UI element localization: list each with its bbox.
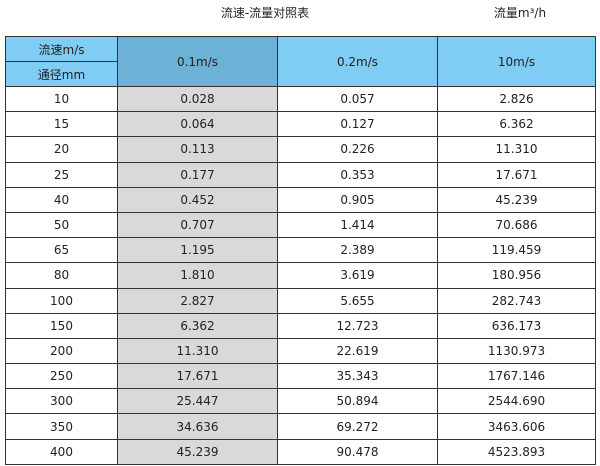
flow-cell: 0.226	[277, 136, 438, 163]
diameter-cell: 40	[5, 186, 118, 213]
flow-cell: 6.362	[437, 111, 596, 138]
column-header-10: 10m/s	[437, 36, 596, 87]
column-header-0.2: 0.2m/s	[277, 36, 438, 87]
unit-label: 流量m³/h	[493, 6, 547, 20]
flow-cell: 34.636	[117, 413, 278, 440]
diameter-cell: 100	[5, 287, 118, 314]
table-row: 300 25.447 50.894 2544.690	[5, 388, 596, 415]
flow-cell: 45.239	[117, 438, 278, 465]
flow-cell: 17.671	[437, 161, 596, 188]
flow-cell: 11.310	[117, 337, 278, 365]
table-row: 40 0.452 0.905 45.239	[5, 186, 596, 213]
table-row: 150 6.362 12.723 636.173	[5, 312, 596, 339]
flow-cell: 1767.146	[437, 363, 596, 390]
flow-cell: 0.057	[277, 85, 438, 113]
diameter-cell: 25	[5, 161, 118, 188]
flow-cell: 2.389	[277, 237, 438, 264]
table-row: 200 11.310 22.619 1130.973	[5, 337, 596, 365]
table-row: 100 2.827 5.655 282.743	[5, 287, 596, 314]
flow-cell: 1.414	[277, 211, 438, 239]
diameter-cell: 200	[5, 337, 118, 365]
flow-cell: 50.894	[277, 388, 438, 415]
flow-cell: 3.619	[277, 262, 438, 289]
flow-cell: 636.173	[437, 312, 596, 339]
diameter-cell: 50	[5, 211, 118, 239]
table-body: 10 0.028 0.057 2.826 15 0.064 0.127 6.362 20 0.11…	[5, 85, 596, 465]
table-row: 65 1.195 2.389 119.459	[5, 237, 596, 264]
diameter-cell: 20	[5, 136, 118, 163]
table-row: 25 0.177 0.353 17.671	[5, 161, 596, 188]
diameter-cell: 300	[5, 388, 118, 415]
flow-cell: 1130.973	[437, 337, 596, 365]
diameter-cell: 350	[5, 413, 118, 440]
flow-cell: 1.195	[117, 237, 278, 264]
flow-cell: 0.452	[117, 186, 278, 213]
flow-cell: 2.827	[117, 287, 278, 314]
diameter-cell: 150	[5, 312, 118, 339]
diameter-header: 通径mm	[5, 61, 118, 87]
flow-cell: 2544.690	[437, 388, 596, 415]
flow-cell: 3463.606	[437, 413, 596, 440]
flow-cell: 0.177	[117, 161, 278, 188]
flow-cell: 69.272	[277, 413, 438, 440]
flow-cell: 45.239	[437, 186, 596, 213]
flow-cell: 282.743	[437, 287, 596, 314]
table-row: 250 17.671 35.343 1767.146	[5, 363, 596, 390]
flow-cell: 2.826	[437, 85, 596, 113]
table-row: 80 1.810 3.619 180.956	[5, 262, 596, 289]
diameter-cell: 400	[5, 438, 118, 465]
diameter-cell: 80	[5, 262, 118, 289]
flow-cell: 0.127	[277, 111, 438, 138]
diameter-cell: 10	[5, 85, 118, 113]
flow-cell: 25.447	[117, 388, 278, 415]
flow-cell: 35.343	[277, 363, 438, 390]
flow-cell: 5.655	[277, 287, 438, 314]
column-header-0.1: 0.1m/s	[117, 36, 278, 87]
table-row: 15 0.064 0.127 6.362	[5, 111, 596, 138]
flow-cell: 90.478	[277, 438, 438, 465]
table-title: 流速-流量对照表	[220, 6, 310, 20]
flow-cell: 70.686	[437, 211, 596, 239]
table-row: 50 0.707 1.414 70.686	[5, 211, 596, 239]
table-row: 10 0.028 0.057 2.826	[5, 85, 596, 113]
flow-cell: 0.064	[117, 111, 278, 138]
table-row: 350 34.636 69.272 3463.606	[5, 413, 596, 440]
table-row: 20 0.113 0.226 11.310	[5, 136, 596, 163]
flow-cell: 119.459	[437, 237, 596, 264]
flow-velocity-table: 流速m/s 0.1m/s 0.2m/s 10m/s 通径mm 10 0.028 0.…	[5, 36, 596, 465]
flow-cell: 0.353	[277, 161, 438, 188]
flow-cell: 17.671	[117, 363, 278, 390]
flow-cell: 12.723	[277, 312, 438, 339]
diameter-cell: 65	[5, 237, 118, 264]
flow-cell: 4523.893	[437, 438, 596, 465]
flow-cell: 11.310	[437, 136, 596, 163]
flow-cell: 0.113	[117, 136, 278, 163]
flow-cell: 180.956	[437, 262, 596, 289]
flow-cell: 0.028	[117, 85, 278, 113]
velocity-header: 流速m/s	[5, 36, 118, 62]
flow-cell: 0.905	[277, 186, 438, 213]
diameter-cell: 250	[5, 363, 118, 390]
flow-cell: 1.810	[117, 262, 278, 289]
flow-cell: 0.707	[117, 211, 278, 239]
flow-cell: 22.619	[277, 337, 438, 365]
diameter-cell: 15	[5, 111, 118, 138]
table-row: 400 45.239 90.478 4523.893	[5, 438, 596, 465]
flow-cell: 6.362	[117, 312, 278, 339]
